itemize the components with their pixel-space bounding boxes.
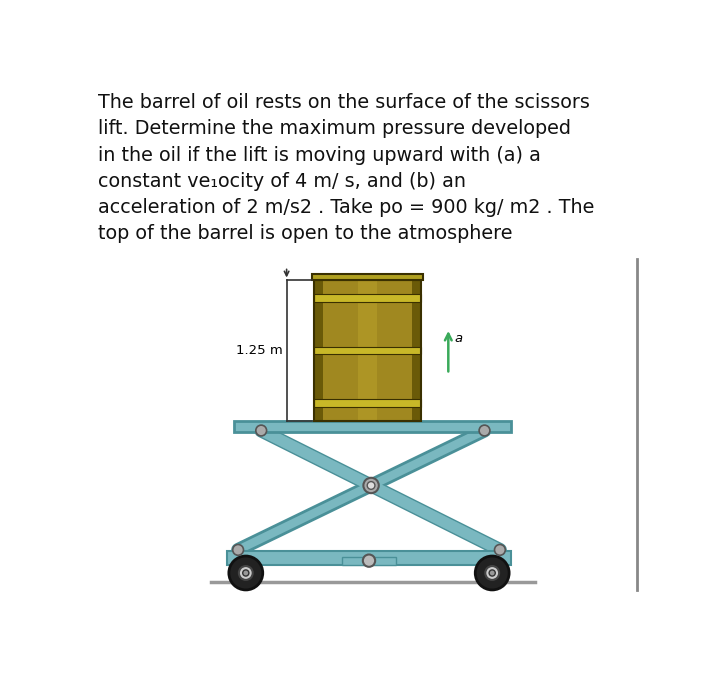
Bar	[314, 347, 421, 354]
Circle shape	[363, 554, 375, 567]
Bar	[314, 281, 323, 421]
Text: acceleration of 2 m/s2 . Take po = 900 kg/ m2 . The: acceleration of 2 m/s2 . Take po = 900 k…	[98, 198, 594, 217]
Text: The barrel of oil rests on the surface of the scissors: The barrel of oil rests on the surface o…	[98, 93, 590, 112]
Circle shape	[229, 556, 263, 590]
Text: in the oil if the lift is moving upward with (a) a: in the oil if the lift is moving upward …	[98, 146, 541, 165]
Circle shape	[233, 545, 243, 555]
Circle shape	[243, 570, 249, 576]
Circle shape	[239, 566, 253, 580]
Bar	[227, 552, 511, 565]
Bar	[342, 557, 396, 565]
Circle shape	[485, 566, 499, 580]
Bar	[314, 294, 421, 302]
Text: lift. Determine the maximum pressure developed: lift. Determine the maximum pressure dev…	[98, 119, 571, 138]
Text: 1.25 m: 1.25 m	[236, 344, 283, 357]
Bar	[314, 399, 421, 407]
Bar	[323, 281, 412, 421]
Bar	[312, 274, 423, 281]
Text: constant ve₁ocity of 4 m/ s, and (b) an: constant ve₁ocity of 4 m/ s, and (b) an	[98, 172, 466, 191]
Circle shape	[489, 570, 495, 576]
Circle shape	[475, 556, 509, 590]
Bar	[234, 421, 511, 432]
Bar	[358, 281, 377, 421]
Bar	[412, 281, 421, 421]
Circle shape	[256, 425, 266, 436]
Bar	[314, 281, 421, 421]
Text: top of the barrel is open to the atmosphere: top of the barrel is open to the atmosph…	[98, 224, 513, 243]
Circle shape	[367, 481, 375, 490]
Circle shape	[479, 425, 490, 436]
Text: a: a	[454, 332, 462, 345]
Circle shape	[495, 545, 505, 555]
Circle shape	[364, 478, 379, 493]
